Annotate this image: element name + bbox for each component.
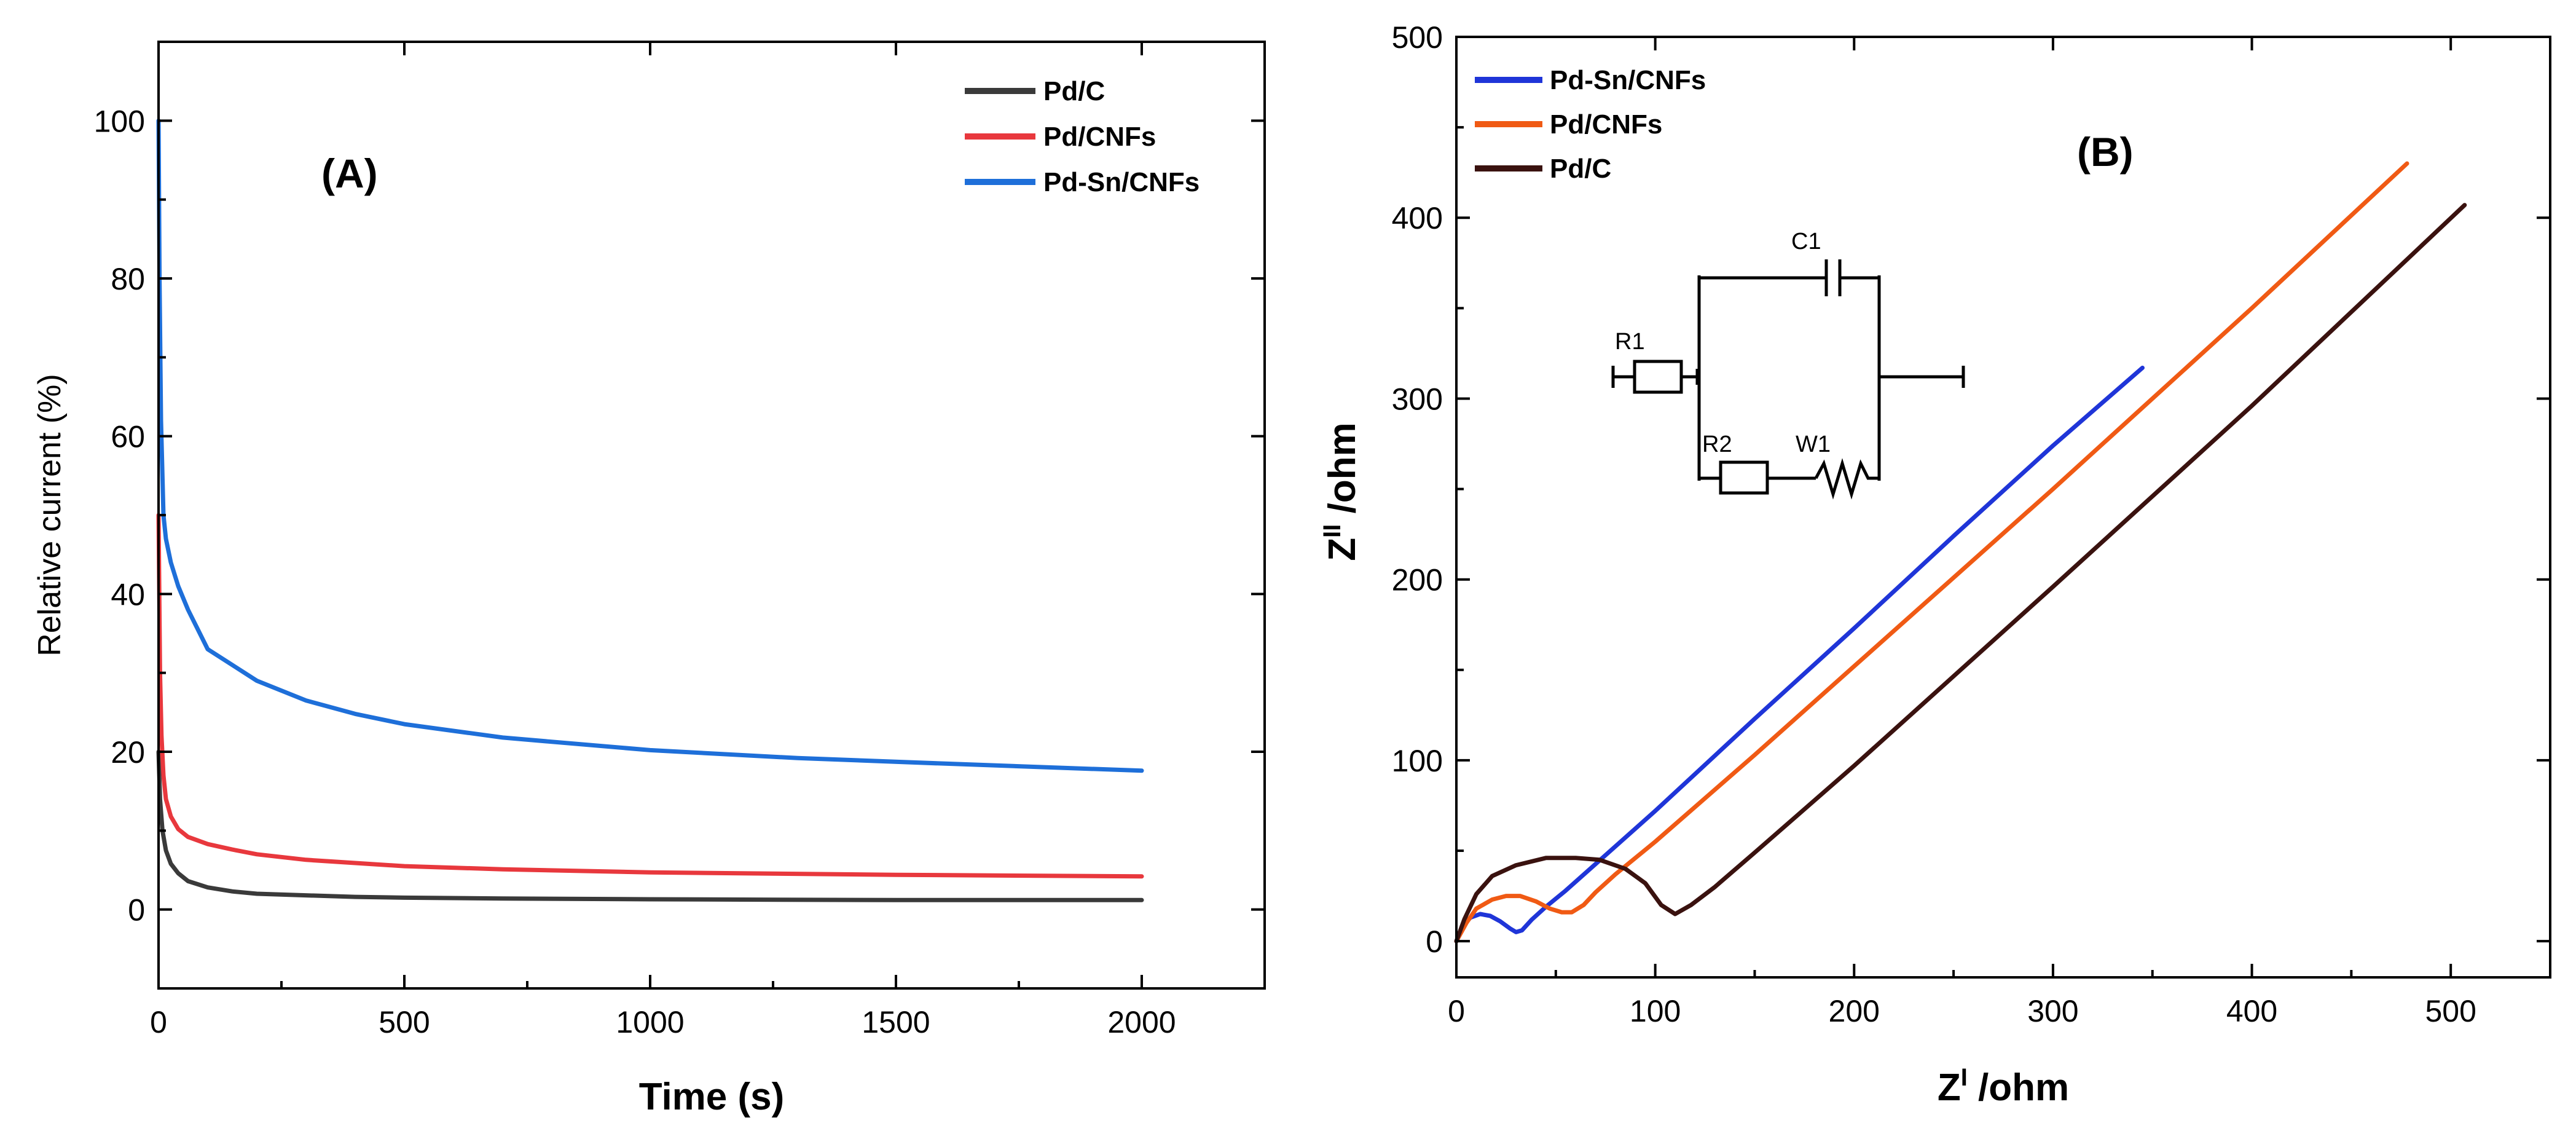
panel-b-series [1454,161,2467,944]
panel-b-y-axis-label: ZII /ohm [1319,422,1364,561]
panel-b-x-tick-label: 300 [2027,994,2078,1028]
panel-a-x-tick-label: 1500 [862,1005,930,1039]
legend-label-pd-cnfs: Pd/CNFs [1043,122,1156,152]
panel-a-x-tick-label: 1000 [616,1005,684,1039]
panel-b: 0 100 200 300 400 500 0 100 200 300 400 500 (B) ZI … [1319,20,2551,1109]
panel-b-y-tick-label: 0 [1426,924,1443,959]
panel-b-series-line-pd-sn-cnfs [1454,365,2145,944]
panel-a-ticks: 0 500 1000 1500 2000 0 20 40 60 80 100 [94,41,1266,1039]
panel-a-legend: Pd/C Pd/CNFs Pd-Sn/CNFs [965,76,1200,197]
panel-b-y-tick-label: 300 [1392,382,1443,416]
panel-a: 0 500 1000 1500 2000 0 20 40 60 80 100 (A) Time (s… [32,41,1266,1118]
panel-b-axes-frame [1455,36,2551,979]
panel-b-y-tick-label: 500 [1392,20,1443,55]
panel-a-x-tick-label: 2000 [1107,1005,1176,1039]
panel-a-label: (A) [321,151,378,196]
panel-b-x-tick-label: 200 [1829,994,1880,1028]
panel-a-y-tick-label: 0 [128,893,145,928]
label-c1: C1 [1791,229,1821,254]
panel-b-y-tick-label: 400 [1392,201,1443,235]
warburg-w1 [1814,458,1879,500]
panel-a-x-axis-label: Time (s) [639,1076,785,1118]
panel-b-x-tick-label: 400 [2226,994,2277,1028]
resistor-r2 [1719,460,1769,495]
panel-a-x-tick-label: 500 [379,1005,430,1039]
panel-b-x-axis-label: ZI /ohm [1938,1064,2069,1109]
panel-a-y-axis-label: Relative current (%) [32,374,68,656]
panel-a-y-tick-label: 60 [111,420,145,454]
panel-a-y-tick-label: 20 [111,735,145,770]
label-r1: R1 [1615,329,1645,355]
panel-b-y-tick-label: 100 [1392,744,1443,778]
panel-a-series-line-pd-sn-cnfs [156,118,1144,773]
label-w1: W1 [1796,432,1831,457]
panel-a-series [156,118,1144,902]
legend-label-pd-c: Pd/C [1043,76,1105,106]
legend-label-pd-c-b: Pd/C [1550,154,1611,184]
panel-b-x-tick-label: 500 [2425,994,2476,1028]
panel-b-series-line-pd-c [1454,203,2467,944]
panel-a-y-tick-label: 40 [111,577,145,612]
panel-a-series-line-pd-c [156,749,1144,902]
legend-label-pd-sn-cnfs: Pd-Sn/CNFs [1043,167,1200,197]
panel-a-series-line-pd-cnfs [156,513,1144,879]
equivalent-circuit-inset: C1 R1 R2 W1 [1611,229,1965,500]
legend-label-pd-sn-cnfs-b: Pd-Sn/CNFs [1550,65,1706,95]
panel-b-y-tick-label: 200 [1392,563,1443,597]
label-r2: R2 [1702,432,1732,457]
panel-b-legend: Pd-Sn/CNFs Pd/CNFs Pd/C [1475,65,1706,184]
resistor-r1 [1633,360,1683,394]
panel-b-label: (B) [2077,129,2134,175]
panel-b-x-tick-label: 0 [1448,994,1465,1028]
panel-b-series-line-pd-cnfs [1454,161,2409,944]
panel-a-y-tick-label: 80 [111,262,145,296]
panel-b-ticks: 0 100 200 300 400 500 0 100 200 300 400 500 [1392,20,2551,1028]
panel-a-x-tick-label: 0 [150,1005,167,1039]
panel-a-y-tick-label: 100 [94,104,145,138]
legend-label-pd-cnfs-b: Pd/CNFs [1550,109,1662,140]
panel-b-x-tick-label: 100 [1630,994,1681,1028]
